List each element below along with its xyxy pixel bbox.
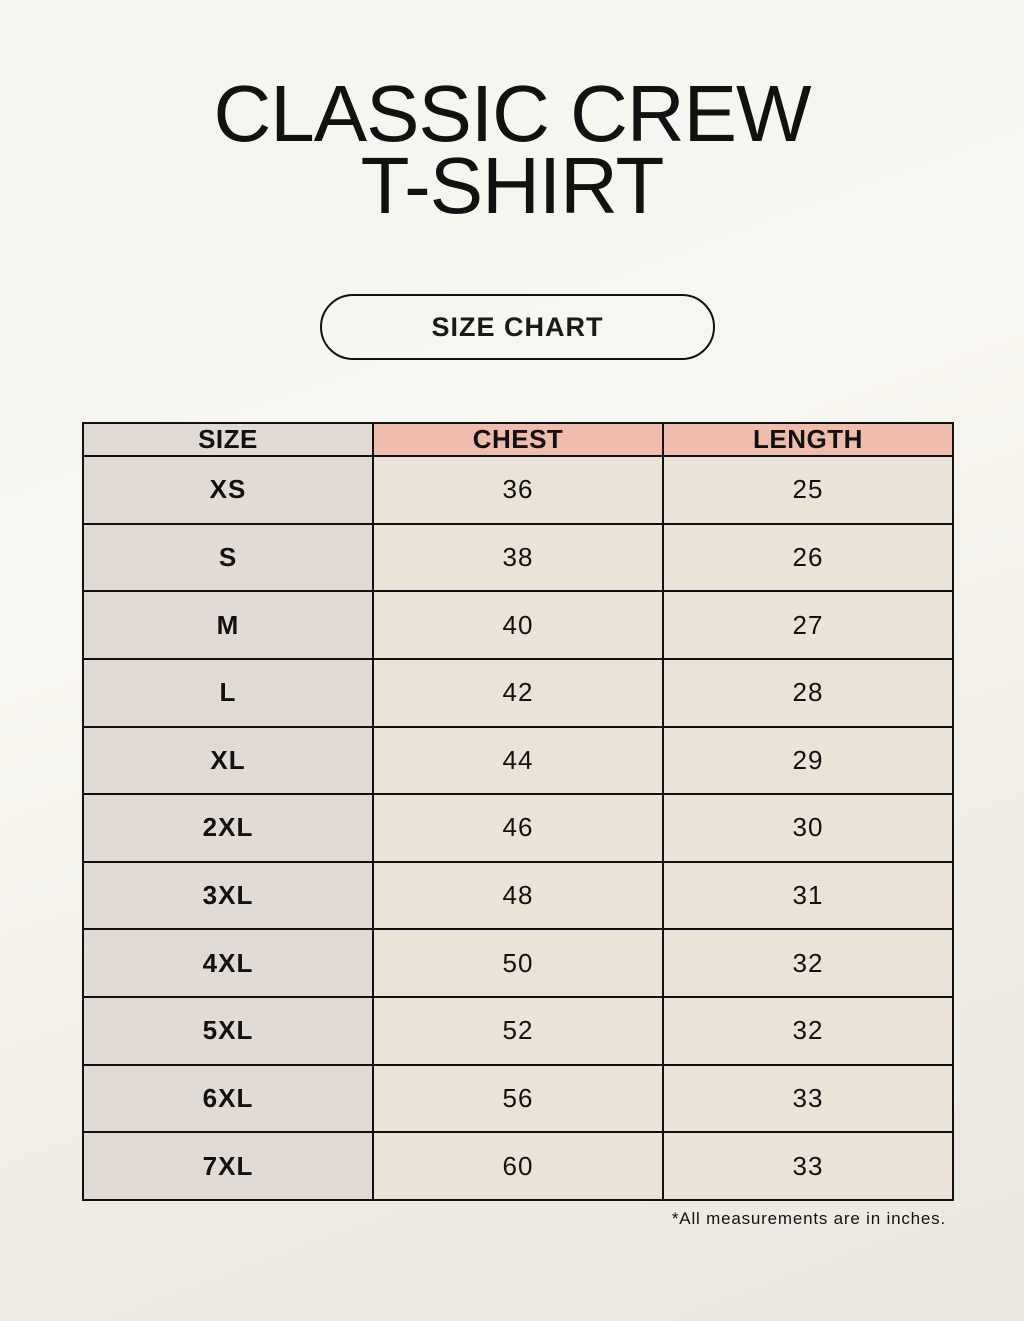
- title-line-1: CLASSIC CREW: [213, 69, 812, 158]
- table-row: S 38 26: [82, 522, 954, 593]
- cell-chest: 48: [372, 860, 664, 931]
- cell-size: XL: [82, 725, 374, 796]
- cell-length: 31: [662, 860, 954, 931]
- cell-length: 29: [662, 725, 954, 796]
- cell-size: 4XL: [82, 928, 374, 998]
- table-header-row: SIZE CHEST LENGTH: [82, 422, 954, 457]
- cell-length: 33: [662, 1063, 954, 1134]
- cell-size: 6XL: [82, 1063, 374, 1134]
- cell-size: 2XL: [82, 793, 374, 863]
- table-row: XL 44 29: [82, 725, 954, 796]
- table-row: 7XL 60 33: [82, 1131, 954, 1201]
- cell-length: 25: [662, 455, 954, 525]
- header-length: LENGTH: [662, 422, 954, 457]
- table-row: M 40 27: [82, 590, 954, 660]
- cell-length: 27: [662, 590, 954, 660]
- cell-length: 32: [662, 928, 954, 998]
- cell-size: 3XL: [82, 860, 374, 931]
- cell-chest: 60: [372, 1131, 664, 1201]
- cell-chest: 36: [372, 455, 664, 525]
- cell-chest: 52: [372, 996, 664, 1066]
- cell-length: 33: [662, 1131, 954, 1201]
- table-row: XS 36 25: [82, 455, 954, 525]
- cell-size: L: [82, 657, 374, 728]
- cell-length: 26: [662, 522, 954, 593]
- table-row: L 42 28: [82, 657, 954, 728]
- cell-chest: 42: [372, 657, 664, 728]
- footnote: *All measurements are in inches.: [671, 1209, 946, 1228]
- table-row: 4XL 50 32: [82, 928, 954, 998]
- cell-length: 30: [662, 793, 954, 863]
- cell-length: 28: [662, 657, 954, 728]
- cell-chest: 50: [372, 928, 664, 998]
- cell-chest: 56: [372, 1063, 664, 1134]
- cell-chest: 38: [372, 522, 664, 593]
- cell-chest: 46: [372, 793, 664, 863]
- size-chart-table: SIZE CHEST LENGTH XS 36 25 S 38 26 M 40 27 L 42 28 X…: [82, 422, 954, 1201]
- header-size: SIZE: [82, 422, 374, 457]
- cell-chest: 40: [372, 590, 664, 660]
- title-line-2: T-SHIRT: [360, 141, 665, 230]
- table-row: 5XL 52 32: [82, 996, 954, 1066]
- cell-size: 7XL: [82, 1131, 374, 1201]
- table-row: 3XL 48 31: [82, 860, 954, 931]
- cell-length: 32: [662, 996, 954, 1066]
- table-row: 2XL 46 30: [82, 793, 954, 863]
- cell-chest: 44: [372, 725, 664, 796]
- cell-size: XS: [82, 455, 374, 525]
- cell-size: 5XL: [82, 996, 374, 1066]
- header-chest: CHEST: [372, 422, 664, 457]
- size-chart-label: SIZE CHART: [320, 294, 715, 360]
- cell-size: S: [82, 522, 374, 593]
- table-row: 6XL 56 33: [82, 1063, 954, 1134]
- page-title: CLASSIC CREW T-SHIRT: [0, 74, 1024, 226]
- cell-size: M: [82, 590, 374, 660]
